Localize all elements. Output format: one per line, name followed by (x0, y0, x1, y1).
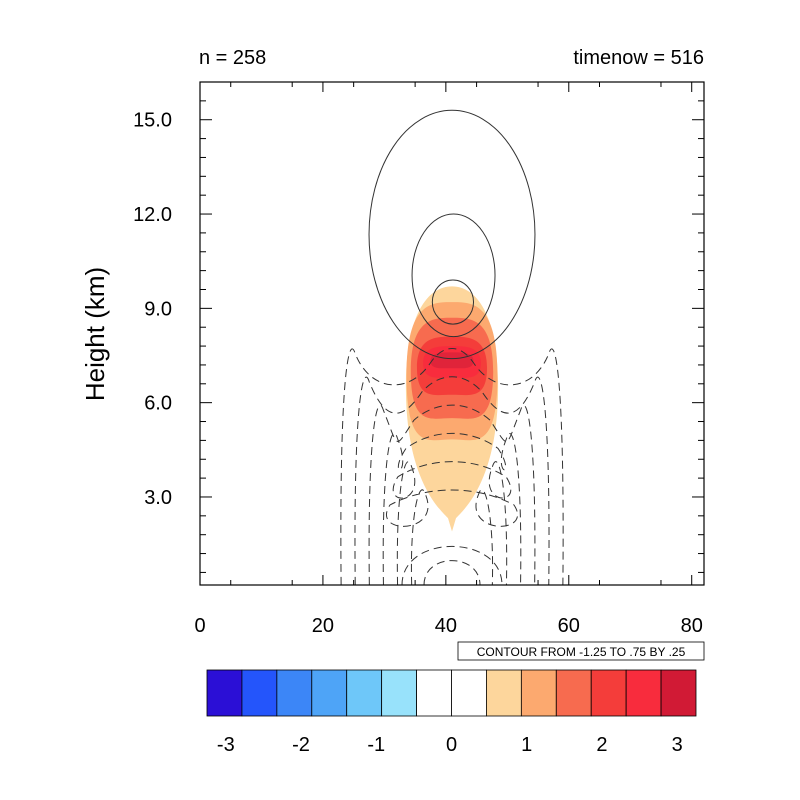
contour-info-box (457, 641, 705, 661)
x-tick-label: 0 (194, 615, 205, 637)
colorbar-swatch (625, 669, 662, 717)
x-tick-label: 20 (312, 615, 334, 637)
solid-contour-1 (368, 109, 536, 360)
colorbar-swatch (486, 669, 522, 717)
colorbar-tick-label: 1 (521, 734, 532, 756)
header-left-text: n = 258 (199, 47, 266, 69)
y-tick-label: 12.0 (133, 204, 172, 226)
colorbar-tick-label: 2 (596, 734, 607, 756)
colorbar-tick-label: -1 (367, 734, 385, 756)
y-tick-labels: 3.0 6.0 9.0 12.0 15.0 (133, 110, 172, 509)
filled-contours (405, 286, 499, 532)
fill-level-3 (430, 352, 474, 369)
x-tick-labels: 0 20 40 60 80 (194, 615, 702, 637)
y-tick-label: 9.0 (144, 298, 172, 320)
colorbar-tick-labels: -3 -2 -1 0 1 2 3 (217, 734, 683, 756)
colorbar-swatch (451, 669, 487, 717)
y-axis-label: Height (km) (80, 267, 110, 401)
contour-info-text: CONTOUR FROM -1.25 TO .75 BY .25 (477, 645, 686, 659)
dashed-bottom-loop-2 (401, 546, 503, 585)
solid-contour-3 (431, 279, 475, 325)
header-right-text: timenow = 516 (573, 47, 704, 69)
colorbar-tick-label: -2 (292, 734, 310, 756)
plot-frame (199, 81, 705, 586)
dashed-contour-6 (386, 489, 518, 585)
colorbar (206, 669, 697, 717)
dashed-contour-3 (368, 404, 536, 585)
dashed-contour-5 (392, 461, 512, 585)
line-contours (340, 109, 564, 585)
colorbar-tick-label: -3 (217, 734, 235, 756)
colorbar-swatch (520, 669, 557, 717)
y-tick-label: 15.0 (133, 110, 172, 132)
colorbar-swatch (416, 669, 452, 717)
colorbar-swatch (555, 669, 592, 717)
axes (199, 81, 704, 585)
x-tick-label: 80 (681, 615, 703, 637)
x-tick-label: 40 (435, 615, 457, 637)
x-tick-label: 60 (558, 615, 580, 637)
colorbar-tick-label: 3 (672, 734, 683, 756)
y-tick-label: 3.0 (144, 487, 172, 509)
colorbar-swatch (311, 669, 348, 717)
colorbar-swatch (346, 669, 383, 717)
colorbar-swatch (241, 669, 278, 717)
colorbar-swatch (660, 669, 697, 717)
dashed-contour-1 (340, 348, 564, 585)
dashed-bottom-loop-1 (423, 560, 481, 585)
dashed-contour-4 (382, 433, 522, 585)
colorbar-swatch (276, 669, 313, 717)
dashed-contour-2 (354, 376, 550, 585)
colorbar-swatch (381, 669, 417, 717)
solid-contour-2 (411, 213, 496, 338)
y-tick-label: 6.0 (144, 393, 172, 415)
colorbar-swatch (206, 669, 243, 717)
colorbar-tick-label: 0 (446, 734, 457, 756)
colorbar-swatch (590, 669, 627, 717)
